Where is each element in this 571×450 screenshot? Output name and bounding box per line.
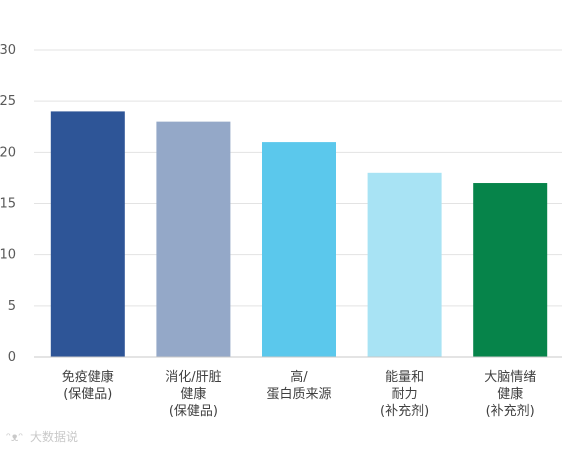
y-tick-label: 10 — [0, 248, 16, 263]
watermark: ᵔᴥᵔ 大数据说 — [6, 428, 78, 445]
x-category-label: 能量和耐力(补充剂) — [380, 370, 429, 419]
x-category-label: 大脑情绪健康(补充剂) — [484, 370, 536, 419]
y-tick-label: 30 — [0, 43, 16, 58]
bar — [262, 142, 336, 357]
bar — [50, 111, 125, 358]
bar — [473, 183, 548, 357]
y-axis-ticks: 0 5 10 15 20 25 30 — [0, 43, 16, 365]
wechat-logo-icon: ᵔᴥᵔ — [6, 430, 24, 444]
bars — [50, 111, 548, 358]
y-tick-label: 25 — [0, 94, 16, 109]
y-tick-label: 15 — [0, 197, 16, 212]
x-category-label: 高/蛋白质来源 — [266, 369, 331, 402]
bar — [156, 121, 231, 357]
category-labels: 免疫健康(保健品) 消化/肝脏健康(保健品) 高/蛋白质来源 能量和耐力(补充剂) 大脑… — [62, 369, 536, 419]
y-tick-label: 0 — [8, 350, 16, 365]
watermark-text: 大数据说 — [30, 430, 79, 444]
y-tick-label: 5 — [8, 299, 16, 314]
x-category-label: 消化/肝脏健康(保健品) — [165, 370, 221, 419]
x-category-label: 免疫健康(保健品) — [62, 369, 114, 402]
y-tick-label: 20 — [0, 145, 16, 160]
bar — [367, 172, 442, 357]
